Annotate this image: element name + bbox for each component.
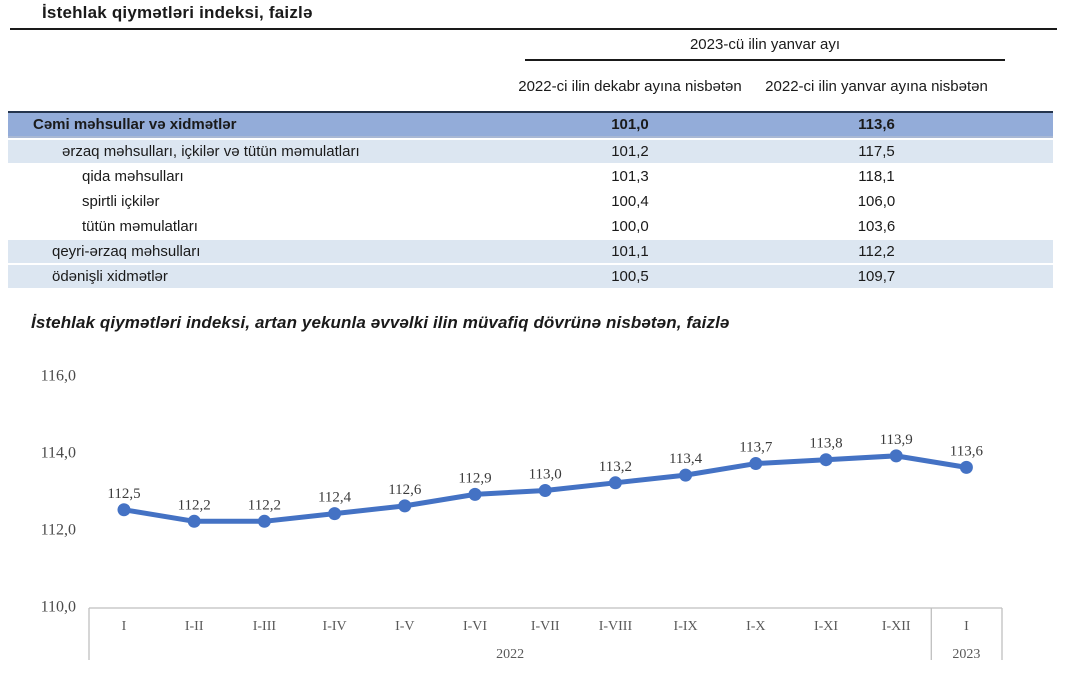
- empty-cell: [1005, 33, 1053, 61]
- data-point: [257, 514, 271, 528]
- data-point: [889, 449, 903, 463]
- data-point: [749, 457, 763, 471]
- cpi-table: 2023-cü ilin yanvar ayı 2022-ci ilin dek…: [8, 31, 1053, 290]
- chart-title: İstehlak qiymətləri indeksi, artan yekun…: [31, 313, 730, 332]
- x-tick-label: I-XI: [814, 619, 838, 634]
- row-spacer: [1005, 240, 1053, 263]
- row-label: tütün məmulatları: [8, 215, 512, 238]
- x-group-label: 2022: [496, 647, 524, 662]
- data-point: [679, 468, 693, 482]
- column-header-dec: 2022-ci ilin dekabr ayına nisbətən: [518, 77, 742, 95]
- empty-cell: [8, 63, 512, 109]
- column-group-header-label: 2023-cü ilin yanvar ayı: [525, 34, 1005, 61]
- data-point-label: 113,2: [599, 459, 632, 475]
- row-spacer: [1005, 265, 1053, 288]
- x-tick-label: I-III: [253, 619, 277, 634]
- row-label: spirtli içkilər: [8, 190, 512, 213]
- x-tick-label: I-V: [395, 619, 414, 634]
- y-tick-label: 110,0: [41, 599, 76, 616]
- table-row: spirtli içkilər 100,4 106,0: [8, 190, 1053, 213]
- table-row: qida məhsulları 101,3 118,1: [8, 165, 1053, 188]
- row-value: 112,2: [748, 240, 1005, 263]
- table-row: qeyri-ərzaq məhsulları 101,1 112,2: [8, 240, 1053, 263]
- row-value: 100,5: [512, 265, 748, 288]
- x-tick-label: I-X: [746, 619, 765, 634]
- data-point-label: 112,4: [318, 490, 352, 506]
- row-value: 100,4: [512, 190, 748, 213]
- empty-cell: [8, 33, 512, 61]
- data-point: [187, 514, 201, 528]
- row-value: 109,7: [748, 265, 1005, 288]
- x-tick-label: I-IX: [674, 619, 698, 634]
- row-spacer: [1005, 165, 1053, 188]
- data-point: [328, 507, 342, 521]
- column-header-jan: 2022-ci ilin yanvar ayına nisbətən: [765, 77, 988, 95]
- row-value: 103,6: [748, 215, 1005, 238]
- row-value: 101,1: [512, 240, 748, 263]
- row-spacer: [1005, 111, 1053, 138]
- x-tick-label: I-VI: [463, 619, 487, 634]
- row-value: 118,1: [748, 165, 1005, 188]
- data-point: [819, 453, 833, 467]
- data-point-label: 112,2: [248, 497, 281, 513]
- column-header-row: 2022-ci ilin dekabr ayına nisbətən 2022-…: [8, 63, 1053, 109]
- table-row: ödənişli xidmətlər 100,5 109,7: [8, 265, 1053, 288]
- cpi-line-chart: 116,0 114,0 112,0 110,0 112,5 112,2 112,2 112,4…: [41, 368, 1003, 662]
- group-header-row: 2023-cü ilin yanvar ayı: [8, 33, 1053, 61]
- x-tick-label: I-VIII: [599, 619, 633, 634]
- table-row: tütün məmulatları 100,0 103,6: [8, 215, 1053, 238]
- row-label: ödənişli xidmətlər: [8, 265, 512, 288]
- table-row: Cəmi məhsullar və xidmətlər 101,0 113,6: [8, 111, 1053, 138]
- x-tick-label: I-VII: [531, 619, 560, 634]
- row-spacer: [1005, 215, 1053, 238]
- data-point-label: 113,6: [950, 443, 984, 459]
- row-value: 113,6: [748, 111, 1005, 138]
- x-tick-label: I: [122, 619, 127, 634]
- x-group-label: 2023: [952, 647, 980, 662]
- x-tick-label: I-II: [185, 619, 204, 634]
- data-point-label: 112,2: [178, 497, 211, 513]
- x-tick-label: I: [964, 619, 969, 634]
- data-point-label: 113,9: [880, 432, 913, 448]
- column-group-header: 2023-cü ilin yanvar ayı: [512, 33, 1005, 61]
- row-label: ərzaq məhsulları, içkilər və tütün məmul…: [8, 140, 512, 163]
- y-tick-label: 116,0: [41, 368, 76, 385]
- row-value: 100,0: [512, 215, 748, 238]
- empty-cell: [1005, 63, 1053, 109]
- data-point-label: 113,8: [809, 436, 842, 452]
- data-point: [538, 484, 552, 497]
- row-label: Cəmi məhsullar və xidmətlər: [8, 111, 512, 138]
- row-label: qeyri-ərzaq məhsulları: [8, 240, 512, 263]
- data-point-label: 113,0: [529, 467, 562, 483]
- row-label: qida məhsulları: [8, 165, 512, 188]
- row-value: 101,3: [512, 165, 748, 188]
- data-point: [117, 503, 131, 517]
- row-value: 117,5: [748, 140, 1005, 163]
- data-point: [959, 460, 973, 474]
- data-point: [398, 499, 412, 513]
- row-spacer: [1005, 190, 1053, 213]
- x-tick-label: I-IV: [323, 619, 347, 634]
- row-value: 106,0: [748, 190, 1005, 213]
- cpi-table-body: Cəmi məhsullar və xidmətlər 101,0 113,6 ərz…: [8, 111, 1053, 288]
- row-value: 101,2: [512, 140, 748, 163]
- data-point-label: 112,6: [388, 482, 422, 498]
- y-tick-label: 114,0: [41, 445, 76, 462]
- data-point: [608, 476, 622, 490]
- row-value: 101,0: [512, 111, 748, 138]
- data-point-label: 112,9: [458, 470, 491, 486]
- cpi-table-header: 2023-cü ilin yanvar ayı 2022-ci ilin dek…: [8, 33, 1053, 109]
- y-tick-label: 112,0: [41, 522, 76, 539]
- data-point-label: 113,7: [739, 440, 773, 456]
- page-title: İstehlak qiymətləri indeksi, faizlə: [10, 3, 1057, 30]
- data-point-label: 112,5: [107, 486, 140, 502]
- table-row: ərzaq məhsulları, içkilər və tütün məmul…: [8, 140, 1053, 163]
- data-point: [468, 487, 482, 501]
- data-point-label: 113,4: [669, 451, 703, 467]
- row-spacer: [1005, 140, 1053, 163]
- x-tick-label: I-XII: [882, 619, 911, 634]
